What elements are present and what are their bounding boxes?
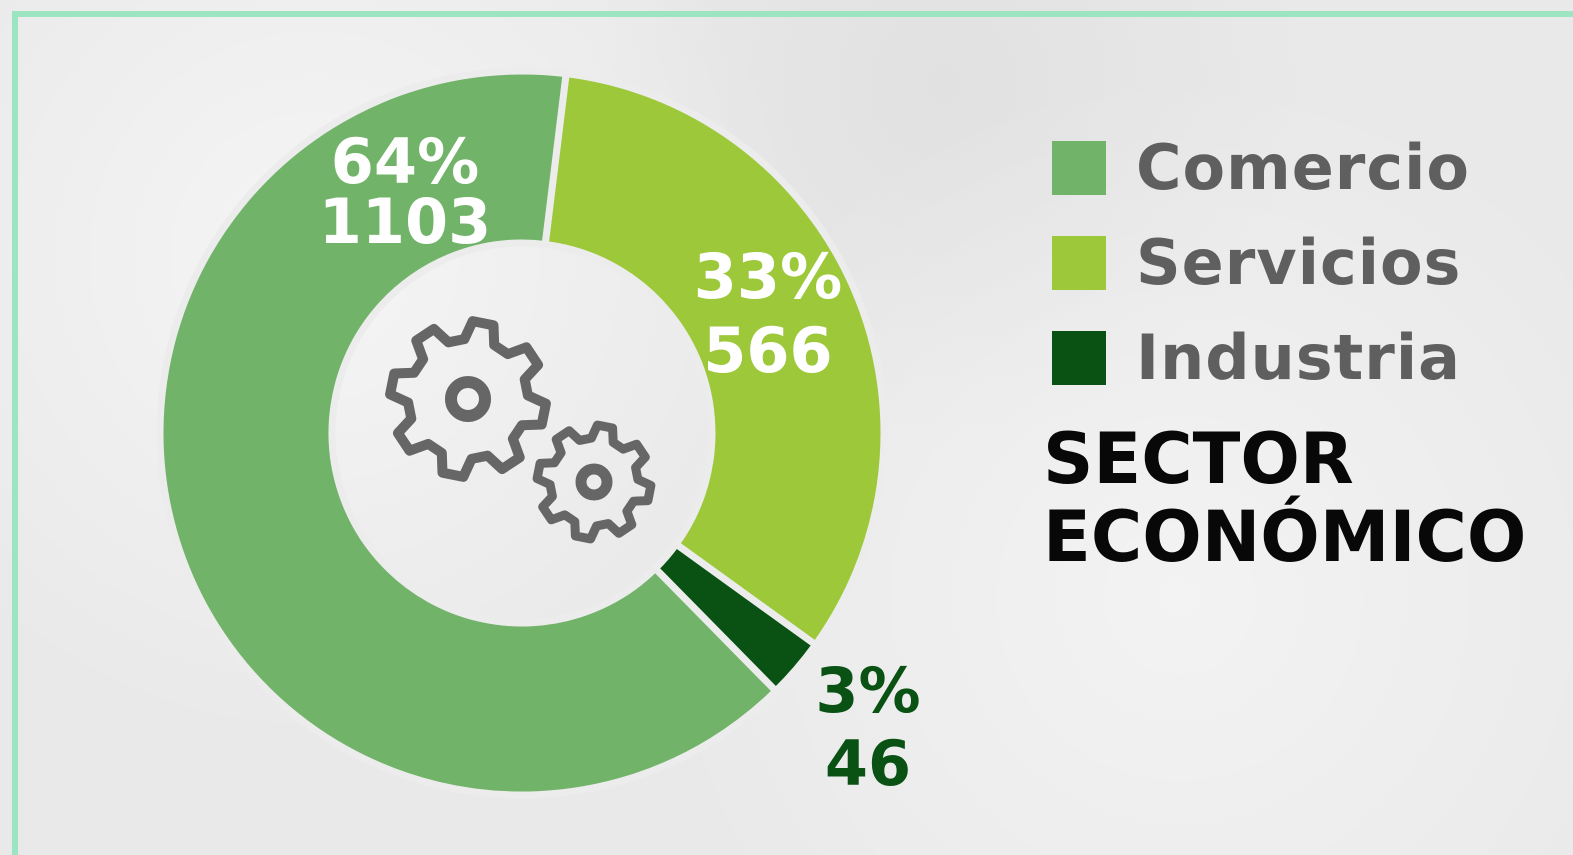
chart-title-line-1: SECTOR	[1043, 420, 1526, 498]
legend-label-industria: Industria	[1136, 321, 1461, 394]
legend: Comercio Servicios Industria	[1052, 120, 1470, 405]
legend-item-servicios: Servicios	[1052, 215, 1470, 310]
chart-title-line-2: ECONÓMICO	[1043, 498, 1526, 576]
gears-icon	[390, 321, 651, 539]
small-gear-hole	[581, 469, 607, 495]
value-label-industria: 46	[825, 727, 911, 800]
legend-swatch-servicios	[1052, 236, 1106, 290]
large-gear-outline	[390, 321, 546, 477]
legend-swatch-industria	[1052, 331, 1106, 385]
chart-title: SECTOR ECONÓMICO	[1043, 420, 1526, 576]
legend-item-comercio: Comercio	[1052, 120, 1470, 215]
large-gear-hole	[451, 382, 485, 416]
percent-label-servicios: 33%	[694, 240, 842, 313]
value-label-comercio: 1103	[319, 185, 492, 258]
small-gear-outline	[537, 425, 651, 539]
percent-label-industria: 3%	[815, 654, 920, 727]
legend-label-comercio: Comercio	[1136, 131, 1470, 204]
value-label-servicios: 566	[703, 314, 832, 387]
legend-item-industria: Industria	[1052, 310, 1470, 405]
legend-swatch-comercio	[1052, 141, 1106, 195]
legend-label-servicios: Servicios	[1136, 226, 1461, 299]
